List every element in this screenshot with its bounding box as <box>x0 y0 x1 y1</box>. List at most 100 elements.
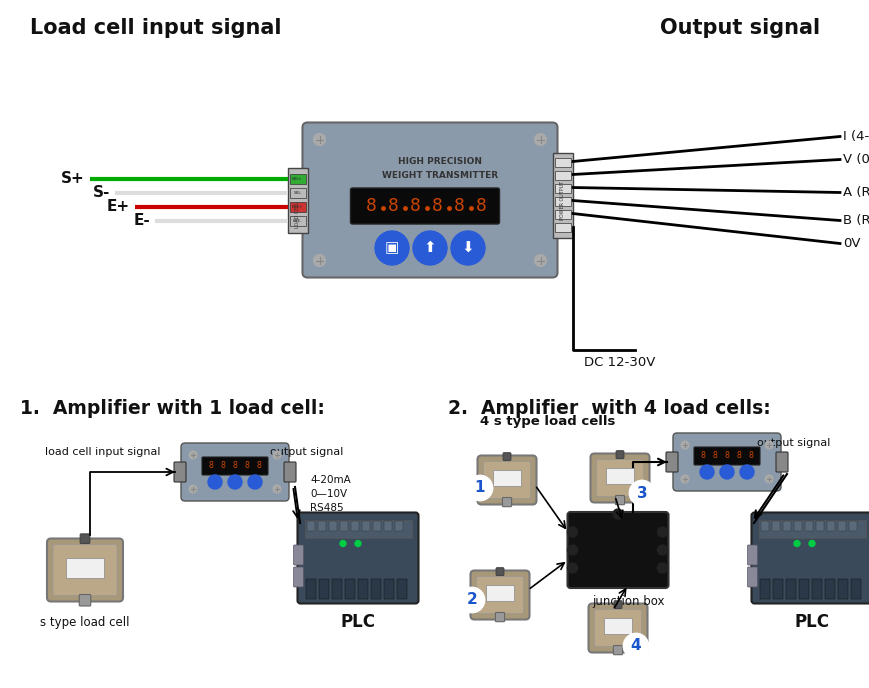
Circle shape <box>228 475 242 489</box>
FancyBboxPatch shape <box>694 447 760 465</box>
FancyBboxPatch shape <box>760 579 770 599</box>
Text: 8: 8 <box>725 451 729 460</box>
Text: 8: 8 <box>209 462 214 471</box>
FancyBboxPatch shape <box>554 158 571 166</box>
FancyBboxPatch shape <box>825 579 834 599</box>
FancyBboxPatch shape <box>328 521 336 530</box>
FancyBboxPatch shape <box>284 462 296 482</box>
Circle shape <box>700 465 714 479</box>
FancyBboxPatch shape <box>799 579 808 599</box>
FancyBboxPatch shape <box>289 202 306 211</box>
FancyBboxPatch shape <box>591 453 649 502</box>
Circle shape <box>681 441 689 449</box>
Circle shape <box>273 485 281 493</box>
Circle shape <box>624 634 648 658</box>
FancyBboxPatch shape <box>476 577 523 614</box>
FancyBboxPatch shape <box>493 470 521 486</box>
FancyBboxPatch shape <box>596 460 644 497</box>
FancyBboxPatch shape <box>838 579 847 599</box>
Text: 1.  Amplifier with 1 load cell:: 1. Amplifier with 1 load cell: <box>20 398 325 418</box>
FancyBboxPatch shape <box>614 645 622 655</box>
FancyBboxPatch shape <box>554 210 571 219</box>
Text: 8: 8 <box>737 451 741 460</box>
FancyBboxPatch shape <box>747 545 758 565</box>
FancyBboxPatch shape <box>604 619 632 634</box>
Circle shape <box>460 588 484 612</box>
Text: PLC: PLC <box>341 613 375 631</box>
FancyBboxPatch shape <box>350 188 500 224</box>
FancyBboxPatch shape <box>812 579 821 599</box>
Circle shape <box>658 527 667 537</box>
Text: 8: 8 <box>410 197 421 215</box>
FancyBboxPatch shape <box>319 579 328 599</box>
FancyBboxPatch shape <box>554 171 571 180</box>
Circle shape <box>355 541 361 546</box>
Text: 8: 8 <box>366 197 377 215</box>
Circle shape <box>658 545 667 555</box>
Text: Output signal: Output signal <box>660 18 820 38</box>
Text: B (RS485): B (RS485) <box>843 214 869 227</box>
FancyBboxPatch shape <box>826 521 834 530</box>
Circle shape <box>681 475 689 483</box>
FancyBboxPatch shape <box>805 521 813 530</box>
Text: 8: 8 <box>221 462 225 471</box>
FancyBboxPatch shape <box>838 521 846 530</box>
Circle shape <box>534 133 547 145</box>
FancyBboxPatch shape <box>297 513 419 603</box>
Circle shape <box>189 485 197 493</box>
Text: SIG+: SIG+ <box>292 177 302 180</box>
FancyBboxPatch shape <box>502 497 512 506</box>
Text: EXE-: EXE- <box>293 219 302 222</box>
Text: EXE+: EXE+ <box>292 204 303 208</box>
FancyBboxPatch shape <box>370 579 381 599</box>
FancyBboxPatch shape <box>495 612 505 622</box>
Circle shape <box>567 545 578 555</box>
FancyBboxPatch shape <box>47 539 123 601</box>
FancyBboxPatch shape <box>66 557 103 579</box>
Text: E+: E+ <box>107 199 130 214</box>
FancyBboxPatch shape <box>594 610 641 647</box>
FancyBboxPatch shape <box>80 534 90 544</box>
FancyBboxPatch shape <box>496 568 504 575</box>
Circle shape <box>567 563 578 573</box>
Text: LOAD CELL: LOAD CELL <box>295 202 300 228</box>
Text: 4 s type load cells: 4 s type load cells <box>481 416 616 429</box>
Circle shape <box>273 451 281 459</box>
Text: Load cell input signal: Load cell input signal <box>30 18 282 38</box>
Text: ▣: ▣ <box>385 241 399 255</box>
FancyBboxPatch shape <box>760 521 768 530</box>
FancyBboxPatch shape <box>848 521 857 530</box>
Circle shape <box>613 509 623 519</box>
FancyBboxPatch shape <box>772 521 779 530</box>
FancyBboxPatch shape <box>357 579 368 599</box>
Circle shape <box>794 541 800 546</box>
FancyBboxPatch shape <box>793 521 801 530</box>
Text: 8: 8 <box>432 197 443 215</box>
FancyBboxPatch shape <box>786 579 795 599</box>
FancyBboxPatch shape <box>554 222 571 231</box>
FancyBboxPatch shape <box>289 188 306 197</box>
Text: 8: 8 <box>700 451 706 460</box>
Text: I (4-20mA): I (4-20mA) <box>843 130 869 143</box>
Circle shape <box>534 255 547 266</box>
Text: 4: 4 <box>631 638 641 654</box>
FancyBboxPatch shape <box>673 433 781 491</box>
Text: PLC: PLC <box>794 613 830 631</box>
Text: output signal: output signal <box>757 438 831 448</box>
FancyBboxPatch shape <box>383 579 394 599</box>
Circle shape <box>248 475 262 489</box>
Text: DC 12-30V: DC 12-30V <box>584 356 656 369</box>
FancyBboxPatch shape <box>773 579 782 599</box>
Circle shape <box>413 231 447 265</box>
FancyBboxPatch shape <box>289 215 306 226</box>
Circle shape <box>451 231 485 265</box>
Text: 2: 2 <box>467 592 477 608</box>
FancyBboxPatch shape <box>294 545 303 565</box>
FancyBboxPatch shape <box>383 521 392 530</box>
Circle shape <box>765 441 773 449</box>
Circle shape <box>720 465 734 479</box>
Text: ⬆: ⬆ <box>423 241 436 255</box>
FancyBboxPatch shape <box>181 443 289 501</box>
FancyBboxPatch shape <box>79 594 90 606</box>
Text: 1: 1 <box>474 480 485 495</box>
